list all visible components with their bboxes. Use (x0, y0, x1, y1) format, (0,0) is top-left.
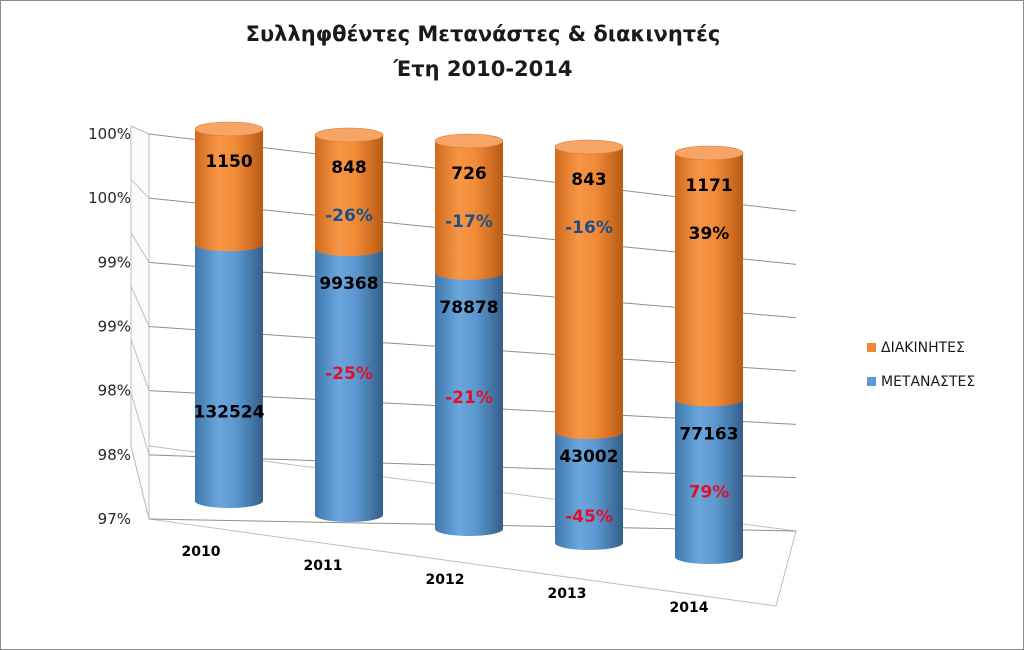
gridline-side (130, 285, 150, 327)
legend-label-diakinites: ΔΙΑΚΙΝΗΤΕΣ (881, 340, 965, 356)
label-metanastes-value: 99368 (319, 274, 378, 294)
label-diakinites-value: 726 (451, 164, 487, 184)
x-axis-categories: 2010 2011 2012 2013 2014 (182, 544, 709, 616)
bar-metanastes-2011 (315, 249, 383, 522)
x-category-label: 2010 (182, 544, 221, 560)
x-category-label: 2012 (426, 572, 465, 588)
legend-swatch-diakinites (867, 343, 876, 352)
label-metanastes-value: 77163 (679, 424, 738, 444)
label-diakinites-value: 1150 (205, 152, 252, 172)
chart-subtitle: Έτη 2010-2014 (392, 57, 572, 81)
bar-top-cap (554, 139, 624, 155)
bar-metanastes-2013 (555, 432, 623, 550)
gridline-side (130, 445, 150, 520)
label-metanastes-value: 43002 (559, 447, 618, 467)
bar-metanastes-2012 (435, 272, 503, 536)
x-category-label: 2011 (304, 558, 343, 574)
bar-diakinites-2011 (315, 135, 383, 256)
bar-top-cap (194, 121, 264, 137)
label-diakinites-change: -26% (325, 206, 373, 226)
label-diakinites-value: 848 (331, 158, 367, 178)
bars: 1150 132524 848 -26% 99368 -25% 726 -17% 78878 -2… (194, 121, 744, 564)
legend-item-diakinites: ΔΙΑΚΙΝΗΤΕΣ (867, 340, 965, 356)
label-metanastes-value: 132524 (194, 402, 265, 422)
legend-item-metanastes: ΜΕΤΑΝΑΣΤΕΣ (867, 374, 975, 390)
y-tick-label: 97% (98, 510, 131, 528)
bar-top-cap (434, 133, 504, 149)
bar-metanastes-2014 (675, 399, 743, 564)
label-diakinites-change: -17% (445, 212, 493, 232)
gridline-side (130, 125, 150, 135)
gridline-side (130, 232, 150, 263)
label-metanastes-change: 79% (689, 482, 730, 502)
label-metanastes-value: 78878 (439, 298, 498, 318)
y-tick-label: 99% (98, 318, 131, 336)
x-category-label: 2014 (670, 600, 709, 616)
chart-title: Συλληφθέντες Μετανάστες & διακινητές (246, 22, 721, 46)
bar-top-cap (674, 145, 744, 161)
y-tick-label: 100% (88, 125, 131, 143)
bar-top-cap (314, 127, 384, 143)
gridline-side (130, 178, 150, 199)
label-diakinites-value: 1171 (685, 176, 732, 196)
label-diakinites-value: 843 (571, 170, 607, 190)
y-tick-label: 99% (98, 253, 131, 271)
bar-diakinites-2012 (435, 141, 503, 280)
side-wall (130, 125, 150, 520)
label-diakinites-change: -16% (565, 218, 613, 238)
bar-diakinites-2014 (675, 153, 743, 407)
bar-metanastes-2010 (195, 244, 263, 508)
bar-diakinites-2013 (555, 147, 623, 440)
label-diakinites-change: 39% (689, 224, 730, 244)
label-metanastes-change: -45% (565, 507, 613, 527)
gridline-side (130, 339, 150, 391)
label-metanastes-change: -21% (445, 388, 493, 408)
legend: ΔΙΑΚΙΝΗΤΕΣ ΜΕΤΑΝΑΣΤΕΣ (867, 340, 975, 390)
bar-diakinites-2010 (195, 129, 263, 252)
y-tick-label: 98% (98, 382, 131, 400)
x-category-label: 2013 (548, 586, 587, 602)
label-metanastes-change: -25% (325, 364, 373, 384)
legend-label-metanastes: ΜΕΤΑΝΑΣΤΕΣ (881, 374, 975, 390)
gridline-side (130, 392, 150, 455)
y-tick-label: 98% (98, 446, 131, 464)
y-tick-label: 100% (88, 189, 131, 207)
legend-swatch-metanastes (867, 377, 876, 386)
